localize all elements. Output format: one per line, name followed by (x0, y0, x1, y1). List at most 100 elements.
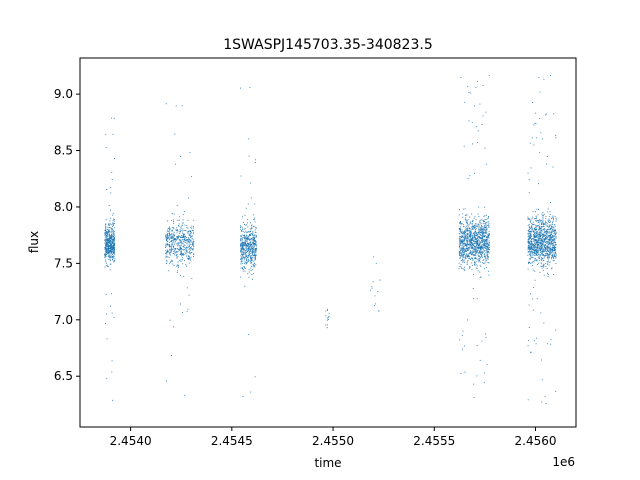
data-point (550, 202, 552, 203)
data-point (538, 77, 540, 78)
data-point (484, 241, 486, 243)
data-point (180, 252, 182, 254)
data-point (538, 237, 540, 239)
data-point (252, 245, 253, 247)
data-point (113, 236, 115, 238)
data-point (254, 244, 256, 245)
data-point (169, 249, 171, 251)
data-point (476, 268, 478, 270)
data-point (488, 225, 490, 227)
data-point (550, 235, 552, 237)
data-point (535, 236, 537, 238)
data-point (243, 231, 245, 233)
data-point (551, 243, 553, 245)
data-point (551, 225, 553, 227)
data-point (192, 244, 194, 246)
data-point (189, 241, 191, 243)
data-point (540, 241, 542, 243)
data-point (245, 241, 246, 243)
data-point (534, 270, 536, 272)
data-point (481, 232, 483, 234)
data-point (174, 243, 176, 245)
data-point (475, 247, 477, 249)
data-point (477, 80, 478, 82)
data-point (464, 259, 466, 261)
data-point (465, 227, 467, 229)
data-point (181, 252, 182, 254)
data-point (540, 244, 542, 246)
data-point (169, 229, 171, 231)
data-point (109, 224, 110, 226)
data-point (480, 242, 482, 244)
data-point (527, 242, 529, 244)
data-point (527, 230, 529, 232)
data-point (485, 218, 487, 220)
data-point (242, 256, 244, 258)
data-point (528, 238, 530, 240)
data-point (113, 247, 115, 249)
data-point (467, 230, 469, 232)
data-point (474, 254, 476, 256)
data-point (467, 228, 469, 230)
data-point (374, 295, 376, 297)
data-point (541, 263, 543, 265)
data-point (169, 248, 171, 250)
data-point (241, 246, 243, 248)
data-point (113, 249, 114, 251)
data-point (538, 245, 540, 247)
data-point (537, 249, 539, 251)
data-point (110, 217, 112, 219)
data-point (482, 252, 483, 254)
data-point (487, 217, 489, 219)
data-point (114, 158, 115, 159)
data-point (527, 345, 529, 347)
data-point (251, 224, 253, 226)
data-point (466, 237, 468, 239)
data-point (105, 313, 107, 315)
data-point (107, 226, 109, 228)
data-point (110, 260, 112, 262)
data-point (535, 112, 537, 114)
data-point (543, 223, 545, 225)
data-point (189, 248, 191, 249)
data-point (241, 262, 243, 264)
data-point (540, 229, 542, 231)
data-point (462, 233, 464, 234)
data-point (107, 252, 109, 254)
data-point (467, 232, 469, 234)
data-point (245, 252, 247, 254)
data-point (537, 233, 539, 235)
data-point (252, 242, 254, 244)
data-point (555, 390, 557, 392)
data-point (246, 250, 248, 252)
data-point (251, 251, 253, 253)
data-point (550, 230, 552, 232)
data-point (531, 225, 532, 227)
data-point (466, 241, 468, 243)
data-point (109, 259, 111, 261)
data-point (529, 236, 531, 238)
data-point (327, 309, 328, 311)
data-point (474, 258, 476, 260)
data-point (539, 248, 541, 250)
data-point (487, 243, 489, 244)
data-point (459, 209, 460, 211)
data-point (539, 91, 541, 93)
data-point (189, 234, 191, 236)
data-point (188, 246, 190, 248)
data-point (473, 250, 474, 252)
data-point (112, 240, 113, 242)
data-point (551, 243, 553, 244)
data-point (534, 229, 536, 231)
data-point (537, 231, 539, 233)
data-point (482, 229, 484, 231)
data-point (541, 226, 543, 228)
data-point (463, 232, 465, 234)
data-point (462, 243, 464, 245)
data-point (242, 254, 243, 256)
data-point (246, 260, 248, 262)
data-point (553, 241, 555, 243)
data-point (486, 243, 488, 245)
data-point (466, 233, 468, 235)
data-point (488, 234, 490, 236)
